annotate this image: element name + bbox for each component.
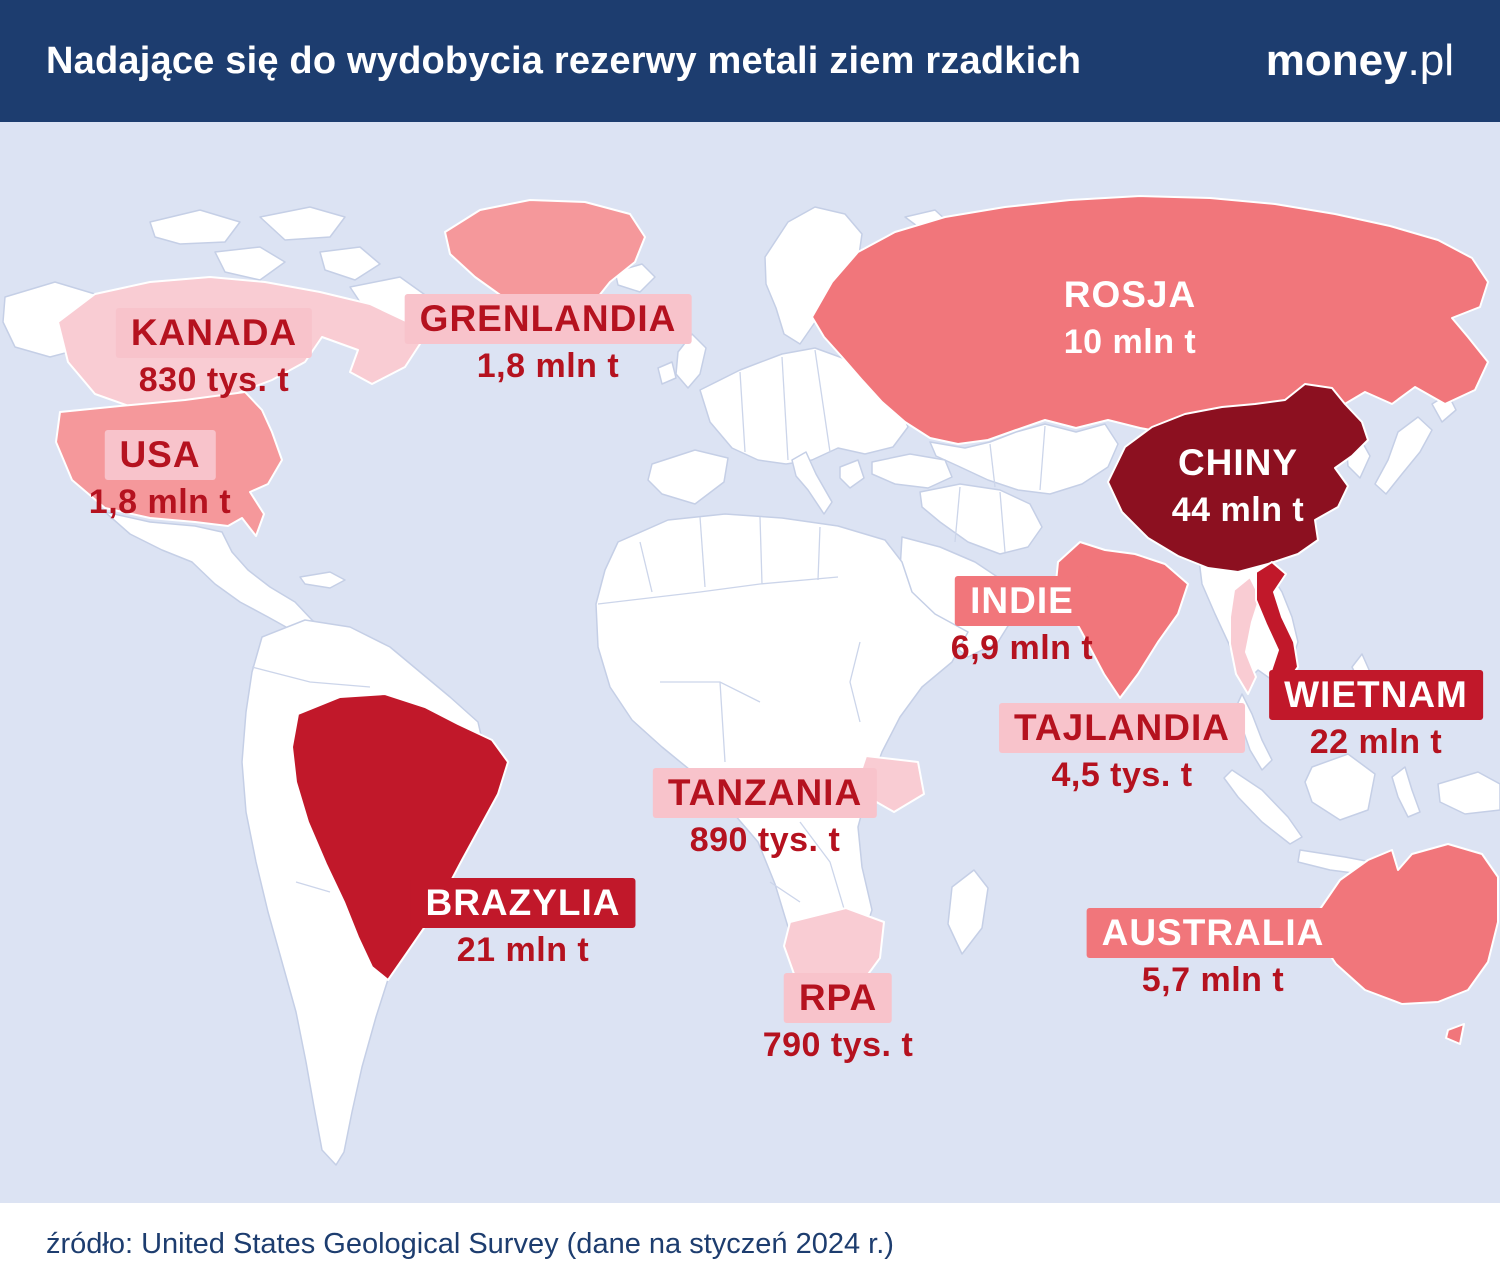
page-title: Nadające się do wydobycia rezerwy metali…: [46, 39, 1082, 82]
logo-brand: money: [1265, 36, 1408, 85]
header: Nadające się do wydobycia rezerwy metali…: [0, 0, 1500, 122]
country-value-rpa: 790 tys. t: [762, 1026, 914, 1065]
money-pl-logo: money.pl: [1266, 39, 1454, 83]
landmass-arctic-island-1: [149, 209, 241, 245]
label-australia: AUSTRALIA 5,7 mln t: [1086, 908, 1340, 1000]
landmass-italy: [791, 451, 833, 515]
landmass-balkans: [839, 459, 865, 489]
country-value-australia: 5,7 mln t: [1141, 961, 1285, 1000]
landmass-mexico-central-america: [104, 511, 331, 643]
label-grenlandia: GRENLANDIA 1,8 mln t: [404, 294, 692, 386]
world-map-svg: [2, 195, 1500, 1166]
country-shape-tasmania: [1445, 1023, 1465, 1045]
landmass-arctic-island-4: [319, 246, 381, 281]
country-value-chiny: 44 mln t: [1171, 491, 1305, 530]
label-rosja: ROSJA 10 mln t: [1049, 270, 1211, 362]
country-shape-china: [1107, 383, 1369, 573]
country-shape-russia: [811, 195, 1489, 445]
country-value-indie: 6,9 mln t: [950, 629, 1094, 668]
landmass-central-asia: [929, 423, 1119, 495]
country-name-chiny: CHINY: [1177, 442, 1299, 483]
source-text: źródło: United States Geological Survey …: [46, 1227, 894, 1260]
country-name-australia: AUSTRALIA: [1086, 908, 1340, 959]
landmass-iberia: [647, 449, 729, 505]
country-value-kanada: 830 tys. t: [138, 361, 290, 400]
landmass-turkey: [871, 453, 953, 489]
country-name-tajlandia: TAJLANDIA: [999, 703, 1245, 754]
country-name-wietnam: WIETNAM: [1269, 670, 1483, 721]
landmass-ireland: [657, 361, 677, 385]
country-name-usa: USA: [104, 430, 216, 481]
label-tajlandia: TAJLANDIA 4,5 tys. t: [999, 703, 1245, 795]
country-shape-vietnam: [1255, 561, 1299, 685]
country-value-wietnam: 22 mln t: [1309, 723, 1443, 762]
landmass-new-guinea: [1437, 771, 1500, 815]
country-value-tanzania: 890 tys. t: [689, 821, 841, 860]
logo-suffix: .pl: [1407, 36, 1454, 85]
country-value-brazylia: 21 mln t: [456, 931, 590, 970]
label-brazylia: BRAZYLIA 21 mln t: [410, 878, 636, 970]
country-value-rosja: 10 mln t: [1063, 323, 1197, 362]
landmass-borneo: [1304, 753, 1376, 821]
landmass-europe-mainland: [699, 347, 909, 465]
landmass-iran: [919, 483, 1043, 555]
label-indie: INDIE 6,9 mln t: [951, 576, 1093, 668]
country-border-lines: [251, 349, 1046, 913]
country-value-tajlandia: 4,5 tys. t: [1051, 756, 1193, 795]
label-tanzania: TANZANIA 890 tys. t: [652, 768, 878, 860]
country-name-tanzania: TANZANIA: [652, 768, 878, 819]
landmass-japan-honshu: [1374, 416, 1433, 495]
country-name-kanada: KANADA: [115, 308, 313, 359]
landmass-africa: [595, 513, 969, 965]
world-map: KANADA 830 tys. t GRENLANDIA 1,8 mln t U…: [0, 122, 1500, 1203]
landmass-arctic-island-2: [259, 206, 346, 241]
country-name-rpa: RPA: [783, 973, 893, 1024]
country-shape-australia: [1317, 843, 1499, 1005]
landmass-madagascar: [947, 869, 989, 955]
country-name-indie: INDIE: [955, 576, 1089, 627]
landmass-sumatra: [1223, 769, 1303, 845]
country-name-grenlandia: GRENLANDIA: [404, 294, 692, 345]
landmass-great-britain: [675, 333, 707, 389]
landmass-sulawesi: [1391, 766, 1421, 818]
landmass-arctic-island-3: [214, 246, 286, 281]
country-name-brazylia: BRAZYLIA: [410, 878, 636, 929]
label-kanada: KANADA 830 tys. t: [115, 308, 313, 400]
label-rpa: RPA 790 tys. t: [763, 973, 914, 1065]
landmass-cuba: [299, 571, 346, 589]
country-name-rosja: ROSJA: [1063, 274, 1197, 315]
label-wietnam: WIETNAM 22 mln t: [1269, 670, 1483, 762]
label-usa: USA 1,8 mln t: [89, 430, 231, 522]
label-chiny: CHINY 44 mln t: [1163, 438, 1313, 530]
country-value-grenlandia: 1,8 mln t: [476, 347, 620, 386]
country-value-usa: 1,8 mln t: [88, 483, 232, 522]
footer: źródło: United States Geological Survey …: [0, 1203, 1500, 1285]
